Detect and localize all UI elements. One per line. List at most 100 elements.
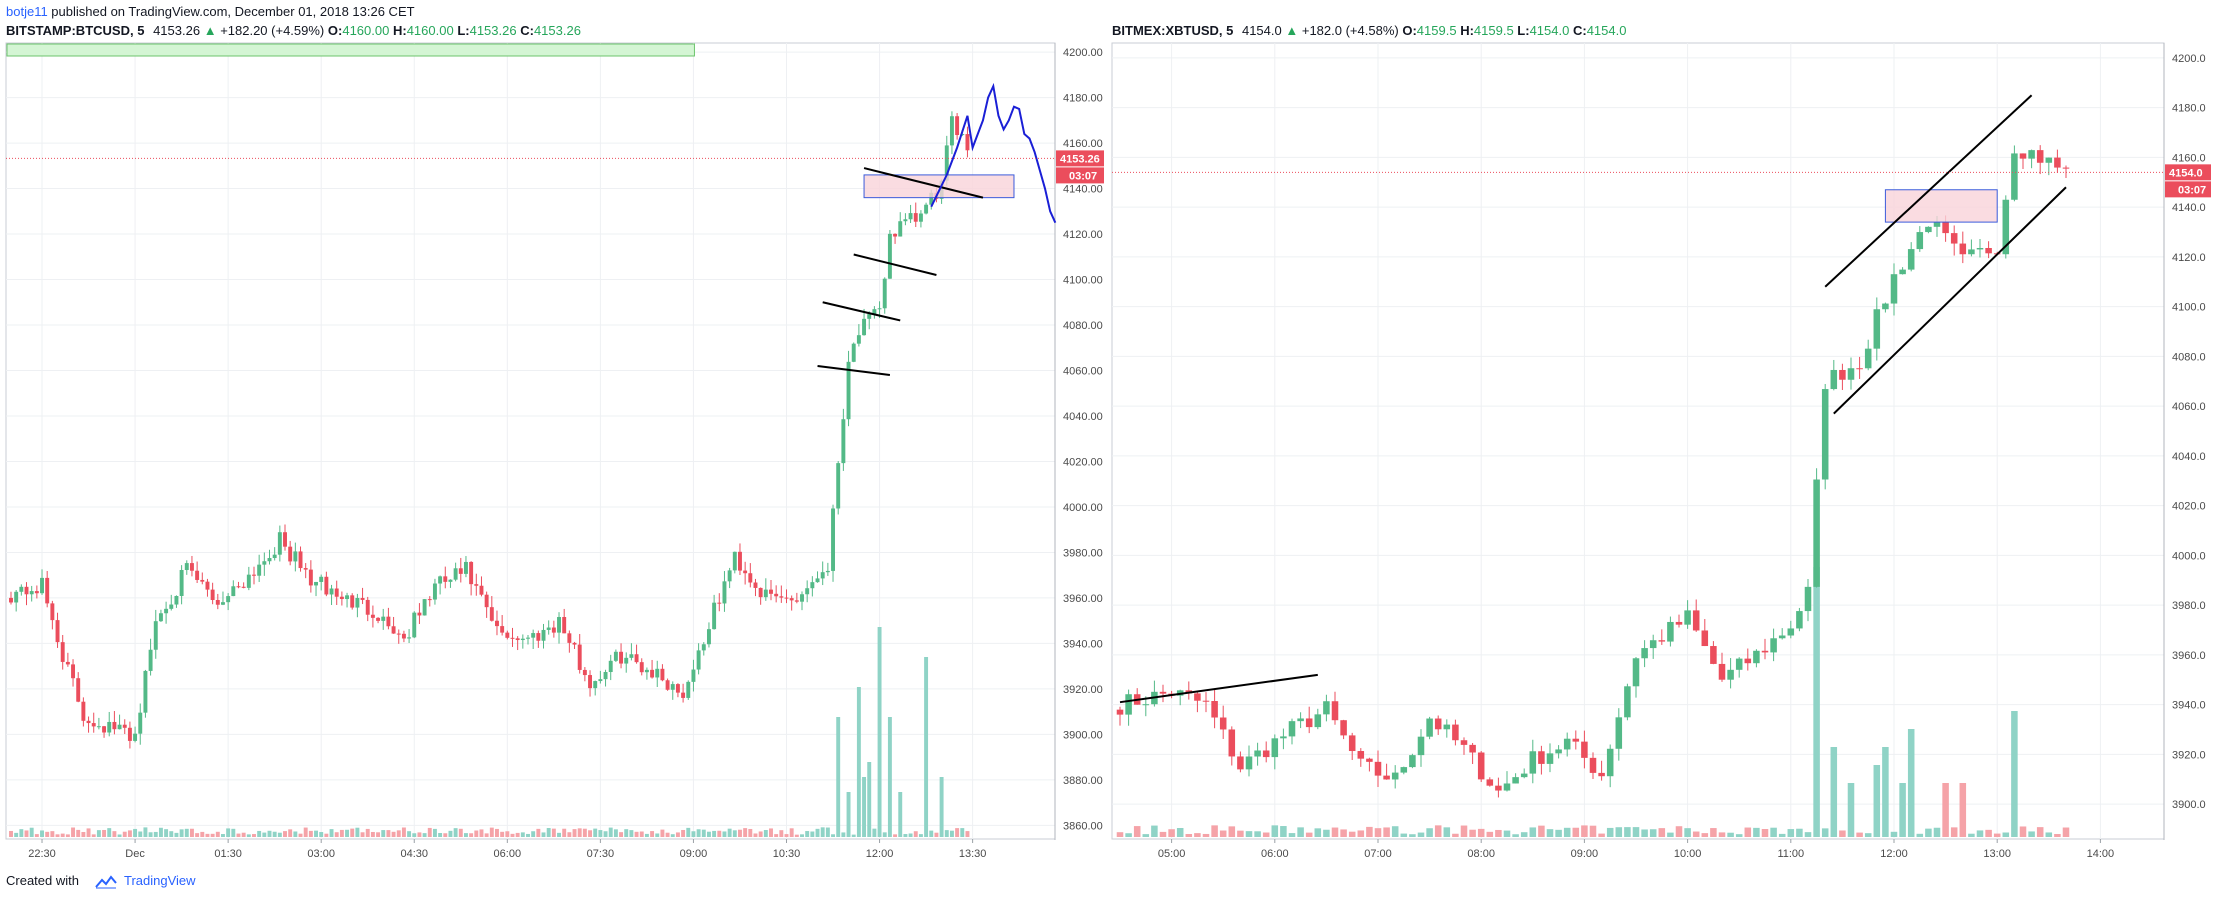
left-candle-body — [288, 546, 293, 562]
left-candle-body — [495, 620, 499, 627]
right-volume-bar — [1684, 828, 1691, 837]
right-volume-bar — [1907, 729, 1915, 837]
left-volume-bar — [370, 831, 375, 837]
right-volume-bar — [1890, 831, 1898, 837]
left-volume-bar — [179, 829, 184, 837]
right-candle-body — [1761, 650, 1769, 653]
left-volume-bar — [458, 828, 463, 837]
left-volume-bar — [474, 830, 479, 837]
right-candle-body — [1116, 709, 1124, 715]
right-volume-bar — [1254, 831, 1261, 837]
left-xtick-label: 12:00 — [866, 848, 894, 860]
left-volume-bar — [50, 831, 55, 837]
left-candle-body — [758, 587, 763, 598]
right-volume-bar — [1572, 827, 1580, 837]
right-volume-bar — [1692, 831, 1700, 837]
left-candle-body — [660, 668, 665, 681]
right-plot-frame — [1111, 42, 2165, 840]
right-ytick-label: 3900.0 — [2172, 799, 2206, 811]
left-candle-body — [794, 600, 799, 602]
left-candle-body — [50, 603, 55, 621]
right-ytick-label: 4040.0 — [2172, 451, 2206, 463]
left-volume-bar — [484, 833, 489, 837]
left-volume-bar — [360, 832, 365, 837]
left-volume-bar — [965, 831, 970, 837]
left-candle-body — [541, 629, 546, 641]
left-candle-body — [257, 564, 262, 576]
right-volume-bar — [1916, 833, 1924, 837]
left-volume-bar — [55, 834, 60, 837]
left-volume-bar — [288, 829, 293, 837]
left-candle-body — [903, 219, 908, 222]
left-ytick-label: 3920.00 — [1063, 684, 1103, 696]
left-candle-body — [179, 569, 184, 596]
right-chart-header: BITMEX:XBTUSD, 5 4154.0 ▲ +182.0 (+4.58%… — [1112, 23, 1627, 38]
left-volume-bar — [598, 830, 603, 837]
left-volume-bar — [510, 833, 515, 837]
left-volume-bar — [872, 828, 877, 837]
right-volume-bar — [1563, 827, 1571, 837]
left-volume-bar — [660, 829, 665, 837]
tradingview-brand[interactable]: TradingView — [124, 873, 196, 888]
left-candle-body — [267, 558, 272, 562]
right-ytick-label: 4160.0 — [2172, 152, 2206, 164]
left-volume-bar — [221, 834, 225, 837]
left-chart-header: BITSTAMP:BTCUSD, 5 4153.26 ▲ +182.20 (+4… — [6, 23, 581, 38]
left-volume-bar — [174, 832, 179, 837]
left-candle-body — [608, 660, 613, 673]
right-volume-bar — [1735, 834, 1743, 837]
left-volume-bar — [851, 834, 856, 837]
left-candle-body — [526, 637, 530, 639]
right-ytick-label: 4080.0 — [2172, 351, 2206, 363]
left-ytick-label: 4160.00 — [1063, 138, 1103, 150]
right-volume-bar — [1529, 827, 1537, 837]
right-candle-body — [1968, 249, 1975, 255]
left-candle-body — [531, 633, 536, 638]
left-candle-body — [644, 669, 649, 673]
left-symbol[interactable]: BITSTAMP:BTCUSD, 5 — [6, 23, 145, 38]
left-ytick-label: 3980.00 — [1063, 547, 1103, 559]
left-candle-body — [722, 581, 727, 604]
right-candle-body — [1529, 751, 1537, 774]
right-candle-body — [1710, 646, 1717, 664]
right-volume-bar — [1598, 833, 1605, 837]
left-volume-bar — [107, 828, 112, 837]
author-link[interactable]: botje11 — [6, 4, 48, 19]
right-candle-body — [2045, 157, 2053, 163]
left-countdown-label: 03:07 — [1069, 170, 1097, 182]
left-volume-bar — [763, 830, 768, 837]
right-volume-bar — [1632, 827, 1640, 837]
right-candle-body — [1469, 744, 1476, 753]
left-volume-bar — [515, 832, 520, 837]
left-volume-bar — [427, 827, 432, 837]
right-symbol[interactable]: BITMEX:XBTUSD, 5 — [1112, 23, 1234, 38]
right-candle-body — [1340, 720, 1347, 736]
left-xtick-label: 07:30 — [587, 848, 615, 860]
right-volume-bar — [1830, 747, 1838, 837]
left-candle-body — [862, 318, 867, 336]
right-volume-bar — [1305, 832, 1313, 837]
left-candle-body — [432, 583, 437, 600]
right-candle-body — [1477, 752, 1485, 780]
left-volume-bar — [753, 833, 758, 837]
left-candle-body — [613, 651, 618, 661]
right-volume-bar — [1804, 832, 1812, 837]
right-volume-bar — [1718, 832, 1726, 837]
right-candle-body — [1563, 738, 1571, 750]
right-candle-body — [1460, 740, 1468, 745]
right-trend-line — [1833, 186, 2067, 415]
left-volume-bar — [153, 831, 158, 837]
left-volume-bar — [650, 831, 655, 837]
right-candle-body — [1753, 650, 1760, 664]
left-volume-bar — [686, 827, 691, 837]
right-ytick-label: 4060.0 — [2172, 401, 2206, 413]
right-volume-bar — [1925, 828, 1932, 837]
left-volume-bar — [789, 828, 794, 837]
left-volume-bar — [345, 829, 350, 837]
left-candle-body — [872, 309, 877, 315]
left-candle-body — [448, 579, 453, 582]
right-candle-body — [1589, 757, 1597, 773]
right-xtick-label: 12:00 — [1880, 848, 1908, 860]
left-candle-body — [572, 642, 577, 645]
